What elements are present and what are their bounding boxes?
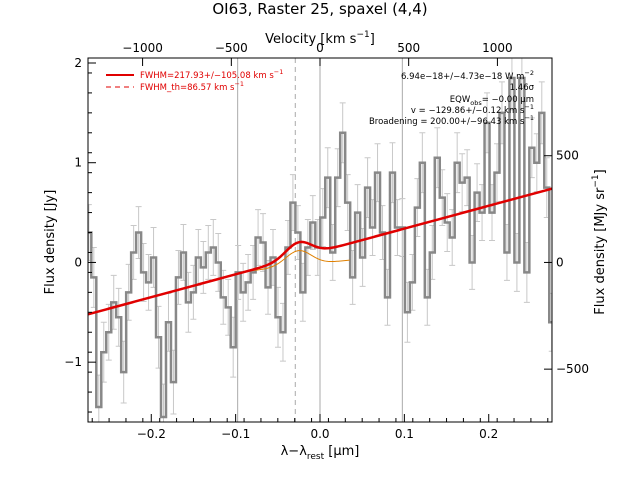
gaussian-component: [247, 250, 350, 272]
annotation-broadening: Broadening = 200.00+/−96.43 km s−1: [369, 114, 534, 127]
annotation-eqw: EQWobs= −0.00 μm: [450, 95, 534, 107]
top-tick-label: −1000: [122, 41, 163, 55]
annotation-flux: 6.94e−18+/−4.73e−18 W m−2: [401, 69, 534, 82]
right-tick-label: −500: [556, 362, 589, 376]
x-tick-label: 0.1: [395, 427, 414, 441]
fit-annotations: 6.94e−18+/−4.73e−18 W m−2 1.46σ EQWobs= …: [369, 69, 535, 127]
top-tick-label: −500: [215, 41, 248, 55]
right-tick-label: 0: [556, 255, 564, 269]
annotation-velocity: v = −129.86+/−0.12 km s−1: [411, 103, 534, 116]
annotation-sigma: 1.46σ: [510, 83, 535, 93]
chart-title: OI63, Raster 25, spaxel (4,4): [212, 0, 427, 18]
right-tick-label: 500: [556, 149, 579, 163]
y-axis-label: Flux density [Jy]: [43, 190, 58, 295]
plot-area: −0.2 −0.1 0.0 0.1 0.2 −1000 −500 0 500 1000 −1 0 1 2 −…: [64, 41, 589, 441]
legend-fwhm: FWHM=217.93+/−105.08 km s−1: [140, 68, 283, 81]
y-tick-label: 2: [74, 56, 82, 70]
right-axis-label: Flux density [MJy sr−1]: [591, 169, 608, 314]
x-tick-label: 0.2: [479, 427, 498, 441]
x-axis-label: λ−λrest [μm]: [281, 444, 360, 462]
x-tick-label: −0.2: [137, 427, 166, 441]
top-axis-label: Velocity [km s−1]: [265, 30, 375, 47]
x-tick-label: −0.1: [221, 427, 250, 441]
top-tick-label: 1000: [482, 41, 513, 55]
legend-fwhm-th: FWHM_th=86.57 km s−1: [140, 80, 244, 93]
top-tick-label: 500: [397, 41, 420, 55]
top-tick-label: 0: [316, 41, 324, 55]
legend: FWHM=217.93+/−105.08 km s−1 FWHM_th=86.5…: [106, 68, 283, 93]
x-tick-label: 0.0: [310, 427, 329, 441]
y-tick-label: 0: [74, 255, 82, 269]
fit-line: [88, 187, 552, 316]
y-tick-label: −1: [64, 355, 82, 369]
y-tick-label: 1: [74, 156, 82, 170]
